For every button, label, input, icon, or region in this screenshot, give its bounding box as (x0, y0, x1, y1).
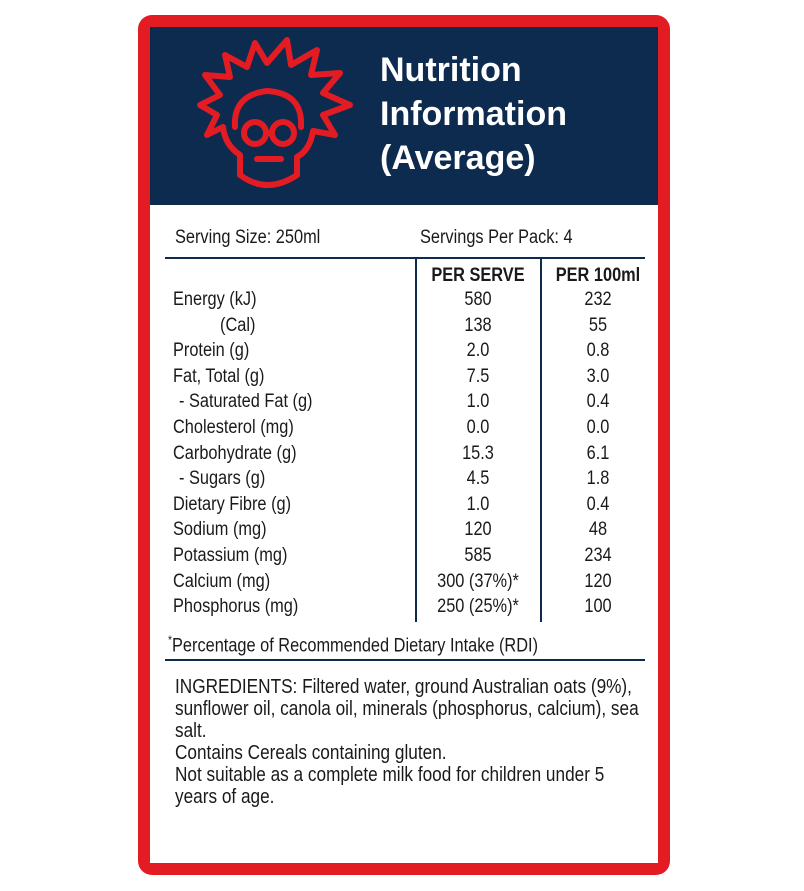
per-serve-value: 250 (25%)* (437, 596, 519, 618)
column-header: PER 100ml (555, 265, 641, 286)
row-label: Sodium (mg) (173, 519, 267, 541)
per-serve-value: 580 (464, 289, 492, 310)
ingredients-line: Contains Cereals containing gluten. (175, 742, 447, 764)
per-serve-value: 0.0 (466, 417, 490, 438)
row-label: - Saturated Fat (g) (179, 391, 313, 413)
row-label: Potassium (mg) (173, 545, 288, 566)
row-label: - Sugars (g) (179, 468, 266, 490)
row-label: Phosphorus (mg) (173, 596, 299, 618)
per-serve-value: 2.0 (466, 340, 490, 362)
per-serve-value: 1.0 (466, 493, 490, 515)
per-100ml-value: 232 (584, 289, 612, 310)
footnote-text: Percentage of Recommended Dietary Intake… (172, 635, 539, 657)
row-label: (Cal) (220, 314, 256, 336)
per-100ml-value: 0.4 (586, 391, 610, 413)
title-line: Nutrition (380, 51, 522, 89)
row-label: Dietary Fibre (g) (173, 493, 292, 515)
per-100ml-value: 48 (588, 519, 608, 541)
per-serve-value: 138 (464, 314, 492, 336)
per-100ml-value: 6.1 (586, 442, 610, 464)
per-serve-value: 300 (37%)* (437, 570, 519, 592)
divider (165, 257, 645, 259)
row-label: Energy (kJ) (173, 289, 257, 310)
title-line: (Average) (380, 139, 536, 177)
row-label: Cholesterol (mg) (173, 417, 294, 438)
per-100ml-value: 1.8 (586, 468, 610, 490)
per-serve-value: 1.0 (466, 391, 490, 413)
per-serve-value: 585 (464, 545, 492, 566)
ingredients-line: Not suitable as a complete milk food for… (175, 764, 605, 808)
footnote-mark: * (168, 633, 173, 647)
servings-per-pack: Servings Per Pack: 4 (420, 227, 573, 248)
mascot-icon (197, 37, 353, 188)
per-100ml-value: 100 (584, 596, 612, 618)
footnote: *Percentage of Recommended Dietary Intak… (168, 629, 538, 657)
per-100ml-value: 234 (584, 545, 612, 566)
per-100ml-value: 0.4 (586, 493, 610, 515)
per-100ml-value: 0.0 (586, 417, 610, 438)
per-100ml-value: 55 (588, 314, 608, 336)
per-serve-value: 4.5 (466, 468, 490, 490)
per-serve-value: 15.3 (462, 442, 494, 464)
column-divider (540, 258, 542, 622)
row-label: Fat, Total (g) (173, 365, 265, 387)
serving-size: Serving Size: 250ml (175, 227, 321, 248)
column-header: PER SERVE (431, 265, 525, 286)
divider (165, 659, 645, 661)
per-100ml-value: 3.0 (586, 365, 610, 387)
row-label: Calcium (mg) (173, 570, 271, 592)
row-label: Protein (g) (173, 340, 250, 362)
column-divider (415, 258, 417, 622)
per-serve-value: 7.5 (466, 365, 490, 387)
title-line: Information (380, 95, 567, 133)
per-100ml-value: 0.8 (586, 340, 610, 362)
ingredients: INGREDIENTS: Filtered water, ground Aust… (175, 676, 639, 808)
ingredients-line: INGREDIENTS: Filtered water, ground Aust… (175, 676, 639, 742)
row-label: Carbohydrate (g) (173, 442, 297, 464)
per-serve-value: 120 (464, 519, 492, 541)
per-100ml-value: 120 (584, 570, 612, 592)
